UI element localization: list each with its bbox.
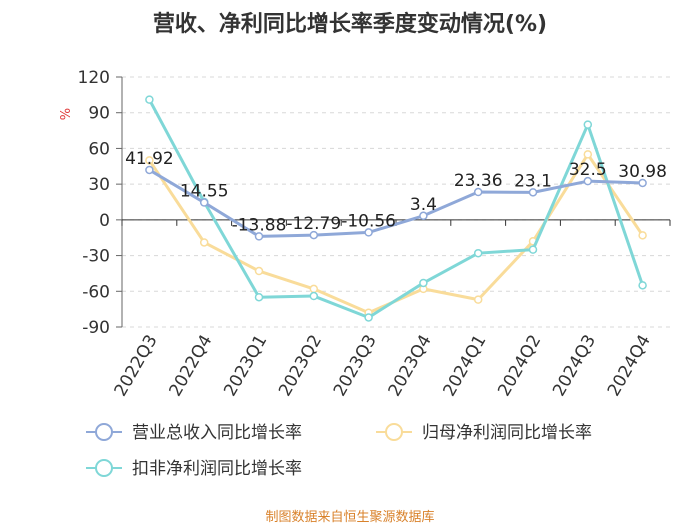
x-tick-label: 2023Q2: [275, 332, 326, 400]
data-label: -10.56: [341, 211, 396, 231]
data-point: [528, 245, 538, 254]
data-label: 3.4: [410, 195, 437, 215]
legend-label: 扣非净利润同比增长率: [132, 459, 302, 479]
data-label: -12.79: [286, 214, 341, 234]
data-point: [473, 187, 483, 197]
data-point: [254, 232, 264, 241]
x-tick-label: 2024Q2: [494, 332, 545, 400]
data-point: [638, 231, 647, 240]
x-tick-label: 2024Q1: [439, 332, 490, 400]
legend-marker: [385, 423, 403, 441]
x-tick-label: 2023Q4: [385, 332, 436, 400]
y-tick-label: 90: [88, 104, 110, 124]
source-note: 制图数据来自恒生聚源数据库: [265, 510, 435, 525]
y-tick-label: 60: [88, 139, 110, 159]
y-tick-label: 30: [88, 175, 110, 195]
x-tick-label: 2022Q4: [165, 332, 216, 400]
y-axis-label: %: [59, 108, 74, 120]
legend-marker: [95, 423, 113, 441]
y-tick-label: 0: [99, 211, 110, 231]
data-point: [364, 228, 373, 237]
data-point: [309, 291, 319, 301]
data-point: [583, 120, 593, 129]
data-point: [583, 176, 593, 186]
series-line: [148, 98, 645, 319]
y-tick-label: -90: [82, 318, 110, 338]
data-point: [473, 248, 483, 258]
data-point: [254, 266, 264, 276]
data-label: 32.5: [569, 160, 607, 180]
data-label: 23.36: [454, 171, 503, 191]
x-tick-label: 2023Q1: [220, 332, 271, 400]
data-point: [473, 295, 483, 304]
x-tick-label: 2024Q3: [549, 332, 600, 400]
data-point: [583, 150, 593, 159]
data-point: [145, 165, 154, 175]
data-point: [309, 230, 319, 240]
y-tick-label: -30: [82, 247, 110, 267]
data-point: [638, 281, 647, 290]
data-point: [528, 188, 538, 197]
data-point: [199, 238, 209, 247]
data-point: [199, 198, 209, 207]
y-tick-label: 120: [78, 68, 110, 88]
data-label: 23.1: [514, 171, 552, 191]
x-tick-label: 2023Q3: [330, 332, 381, 400]
legend-label: 归母净利润同比增长率: [422, 423, 592, 443]
chart-title: 营收、净利同比增长率季度变动情况(%): [152, 12, 548, 37]
data-label: 14.55: [180, 182, 229, 202]
legend-marker: [95, 459, 113, 477]
data-point: [364, 313, 373, 322]
data-point: [254, 292, 264, 302]
data-label: 41.92: [125, 149, 174, 169]
data-label: 30.98: [618, 162, 667, 182]
y-tick-label: -60: [82, 282, 110, 302]
data-point: [419, 211, 428, 221]
legend-label: 营业总收入同比增长率: [132, 423, 302, 443]
series-line: [148, 168, 643, 238]
x-tick-label: 2024Q4: [604, 332, 655, 400]
x-tick-label: 2022Q3: [111, 332, 162, 400]
data-point: [145, 156, 154, 165]
data-point: [145, 95, 154, 104]
data-label: -13.88: [232, 215, 287, 235]
data-point: [638, 178, 647, 188]
data-point: [309, 284, 319, 294]
data-point: [419, 278, 428, 288]
